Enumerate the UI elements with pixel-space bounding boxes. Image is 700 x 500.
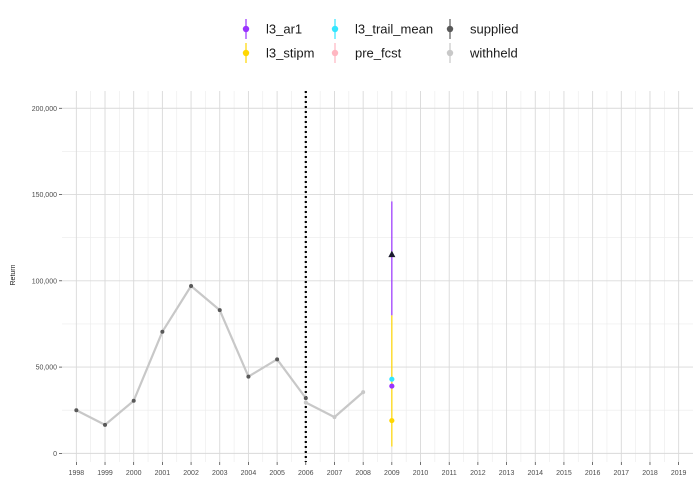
point-supplied xyxy=(217,308,222,313)
legend-item-pre_fcst: pre_fcst xyxy=(331,43,402,63)
x-tick-label: 2014 xyxy=(527,470,543,477)
point-l3_trail_mean xyxy=(389,376,395,382)
x-tick-label: 2016 xyxy=(585,470,601,477)
x-tick-label: 1998 xyxy=(69,470,85,477)
x-tick-label: 2015 xyxy=(556,470,572,477)
point-withheld xyxy=(303,400,308,405)
point-supplied xyxy=(103,422,108,427)
axes: 0 50,000 100,000 150,000 200,000 1998 1999 2000… xyxy=(32,106,687,477)
x-tick-label: 2002 xyxy=(183,470,199,477)
y-axis-title: Return xyxy=(10,264,17,285)
point-supplied xyxy=(189,283,194,288)
y-tick-label: 150,000 xyxy=(32,192,57,199)
legend-item-l3_trail_mean: l3_trail_mean xyxy=(331,19,433,39)
legend: l3_ar1 l3_stipm l3_trail_mean pre_fcst suppl… xyxy=(242,19,518,63)
x-tick-label: 2001 xyxy=(155,470,171,477)
legend-key-point xyxy=(331,25,339,33)
y-tick-label: 100,000 xyxy=(32,278,57,285)
legend-key-point xyxy=(242,49,250,57)
marks xyxy=(74,91,396,462)
x-tick-label: 2012 xyxy=(470,470,486,477)
x-tick-label: 2019 xyxy=(671,470,687,477)
x-tick-label: 2011 xyxy=(442,470,457,477)
x-tick-label: 2017 xyxy=(614,470,630,477)
x-tick-label: 2009 xyxy=(384,470,400,477)
legend-item-withheld: withheld xyxy=(446,43,518,63)
legend-item-l3_stipm: l3_stipm xyxy=(242,43,314,63)
grid xyxy=(62,91,693,462)
point-l3_ar1 xyxy=(389,383,395,389)
legend-label: withheld xyxy=(469,46,518,61)
legend-label: l3_ar1 xyxy=(266,22,302,37)
x-tick-label: 2010 xyxy=(413,470,429,477)
point-supplied xyxy=(303,396,308,401)
legend-key-point xyxy=(446,49,454,57)
point-supplied xyxy=(160,329,165,334)
point-supplied xyxy=(74,408,79,413)
actual-marker xyxy=(388,250,396,258)
point-withheld xyxy=(361,390,366,395)
legend-label: l3_stipm xyxy=(266,46,314,61)
x-tick-label: 2004 xyxy=(241,470,257,477)
x-tick-label: 2018 xyxy=(642,470,658,477)
x-tick-label: 2000 xyxy=(126,470,142,477)
point-supplied xyxy=(131,398,136,403)
x-tick-label: 2005 xyxy=(269,470,285,477)
x-tick-label: 2008 xyxy=(355,470,371,477)
legend-label: pre_fcst xyxy=(355,46,402,61)
legend-label: l3_trail_mean xyxy=(355,22,433,37)
x-tick-label: 2006 xyxy=(298,470,314,477)
legend-item-l3_ar1: l3_ar1 xyxy=(242,19,302,39)
legend-key-point xyxy=(242,25,250,33)
legend-key-point xyxy=(331,49,339,57)
point-supplied xyxy=(275,357,280,362)
y-tick-label: 0 xyxy=(53,451,57,458)
x-tick-label: 2013 xyxy=(499,470,515,477)
y-tick-label: 50,000 xyxy=(36,365,58,372)
x-tick-label: 2007 xyxy=(327,470,343,477)
point-l3_stipm xyxy=(389,417,395,424)
legend-item-supplied: supplied xyxy=(446,19,518,39)
point-withheld xyxy=(332,415,337,420)
legend-key-point xyxy=(446,25,454,33)
x-tick-label: 1999 xyxy=(97,470,113,477)
legend-label: supplied xyxy=(470,22,518,37)
point-supplied xyxy=(246,374,251,379)
y-tick-label: 200,000 xyxy=(32,106,57,113)
x-tick-label: 2003 xyxy=(212,470,228,477)
